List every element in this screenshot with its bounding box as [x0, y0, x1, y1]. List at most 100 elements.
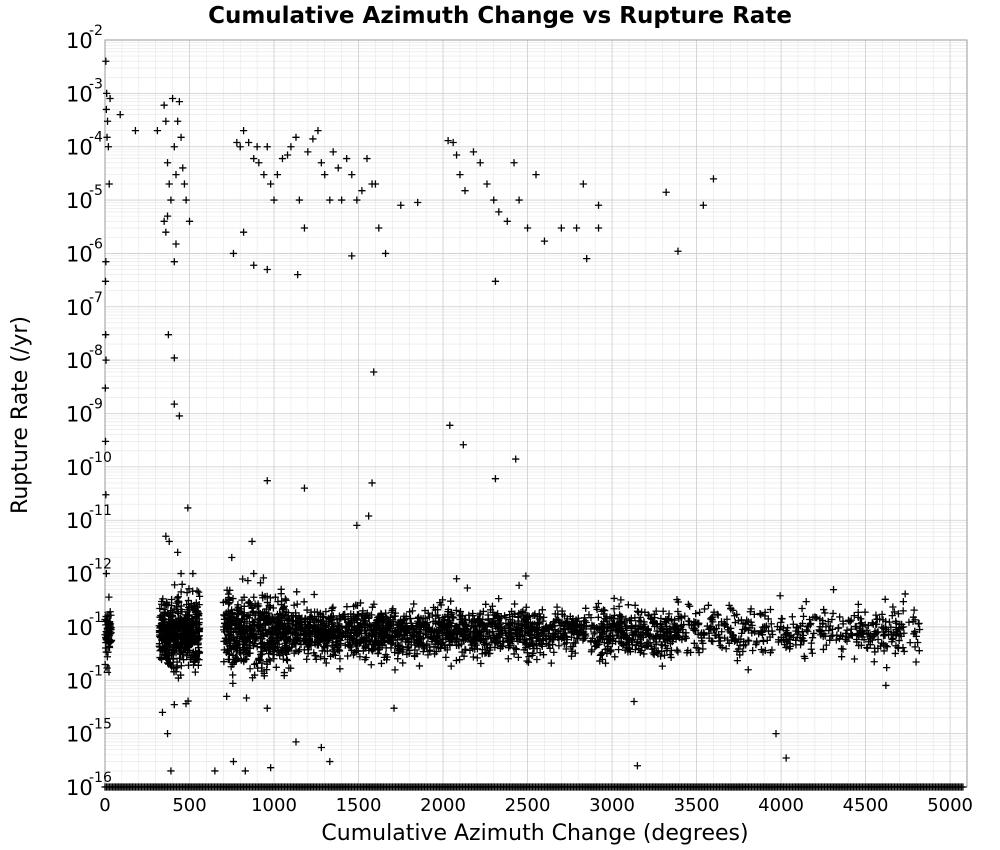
data-point — [176, 644, 184, 652]
data-point — [282, 641, 290, 650]
y-tick-exponent: -8 — [89, 343, 103, 359]
data-point — [321, 171, 329, 179]
data-point — [192, 617, 201, 625]
data-point — [239, 228, 248, 236]
data-point — [232, 657, 240, 665]
data-point — [239, 127, 248, 135]
data-point — [102, 621, 110, 629]
data-point — [778, 615, 786, 623]
data-point — [164, 331, 172, 339]
y-tick-label: 10-5 — [66, 183, 103, 213]
y-tick-exponent: -4 — [89, 130, 103, 146]
data-point — [162, 651, 170, 660]
data-point — [329, 603, 337, 611]
data-point — [310, 590, 318, 599]
y-tick-exponent: -14 — [89, 663, 112, 679]
data-point — [452, 575, 461, 583]
data-point — [271, 629, 279, 637]
data-point — [365, 512, 373, 520]
data-point — [252, 634, 260, 642]
data-point — [280, 635, 288, 643]
data-point — [277, 590, 285, 598]
data-point — [273, 171, 281, 179]
data-point — [718, 643, 726, 652]
data-point — [190, 658, 198, 666]
data-point — [157, 654, 166, 662]
data-point — [329, 148, 337, 156]
data-point — [802, 598, 810, 606]
data-point — [326, 757, 334, 766]
data-point — [491, 277, 500, 285]
data-point — [309, 135, 317, 143]
data-point — [336, 655, 344, 663]
data-point — [180, 180, 189, 188]
data-point — [267, 764, 275, 772]
data-point — [491, 475, 500, 483]
data-point — [317, 743, 325, 752]
data-point — [250, 593, 258, 601]
data-point — [479, 607, 487, 616]
data-point — [523, 224, 532, 232]
data-point — [177, 671, 185, 679]
data-point — [155, 640, 164, 648]
data-point — [224, 655, 232, 664]
data-point — [303, 655, 311, 663]
data-point — [510, 159, 518, 167]
data-point — [191, 668, 199, 676]
data-point — [257, 640, 265, 648]
data-point — [456, 171, 464, 179]
data-point — [242, 694, 251, 702]
data-point — [195, 588, 203, 596]
data-point — [196, 592, 204, 600]
y-tick-label: 10-2 — [66, 23, 103, 53]
data-point — [397, 201, 405, 209]
data-point — [260, 632, 268, 640]
data-point — [170, 354, 178, 362]
data-point — [262, 605, 271, 613]
y-tick-exponent: -10 — [89, 450, 112, 466]
data-point — [229, 679, 237, 687]
data-point — [399, 659, 407, 667]
data-point — [223, 692, 231, 700]
data-point — [163, 212, 172, 220]
data-point — [776, 592, 784, 600]
data-point — [752, 640, 760, 649]
data-point — [175, 598, 183, 607]
data-point — [254, 656, 262, 664]
data-point — [792, 641, 800, 649]
x-tick-label: 2000 — [420, 795, 466, 816]
data-point — [177, 650, 185, 658]
data-point — [159, 595, 167, 603]
data-point — [229, 249, 238, 258]
data-point — [174, 117, 182, 125]
data-point — [459, 441, 467, 449]
data-point — [256, 579, 265, 587]
data-point — [190, 632, 198, 640]
data-point — [238, 596, 246, 604]
data-point — [447, 662, 455, 670]
data-point — [241, 767, 249, 775]
data-point — [253, 621, 261, 629]
data-point — [162, 532, 170, 540]
data-point — [338, 196, 346, 204]
data-point — [177, 569, 185, 578]
data-point — [186, 646, 194, 655]
data-point — [226, 586, 234, 594]
data-point — [358, 187, 366, 195]
data-point — [394, 655, 402, 663]
y-tick-exponent: -5 — [89, 183, 103, 199]
data-point — [267, 180, 275, 188]
data-point — [277, 600, 286, 609]
data-point — [469, 653, 478, 661]
data-point — [182, 700, 190, 708]
data-point — [227, 608, 236, 617]
data-point — [684, 600, 692, 608]
data-point — [103, 653, 111, 661]
data-point — [255, 602, 263, 610]
data-point — [185, 620, 194, 628]
data-point — [910, 606, 918, 614]
data-point — [236, 143, 244, 151]
data-point — [300, 484, 309, 492]
data-point — [662, 188, 670, 196]
data-point — [476, 159, 484, 167]
